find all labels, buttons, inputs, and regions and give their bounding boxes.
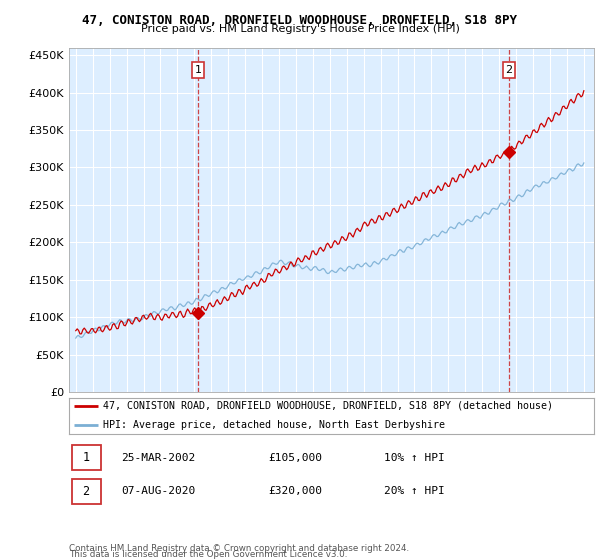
Text: 2: 2 — [83, 485, 89, 498]
Text: 10% ↑ HPI: 10% ↑ HPI — [384, 453, 445, 463]
Text: £105,000: £105,000 — [269, 453, 323, 463]
Text: 07-AUG-2020: 07-AUG-2020 — [121, 487, 196, 496]
Bar — [71, 446, 101, 470]
Text: 20% ↑ HPI: 20% ↑ HPI — [384, 487, 445, 496]
Text: Contains HM Land Registry data © Crown copyright and database right 2024.: Contains HM Land Registry data © Crown c… — [69, 544, 409, 553]
Text: 2: 2 — [505, 65, 512, 75]
Text: 25-MAR-2002: 25-MAR-2002 — [121, 453, 196, 463]
Text: 47, CONISTON ROAD, DRONFIELD WOODHOUSE, DRONFIELD, S18 8PY: 47, CONISTON ROAD, DRONFIELD WOODHOUSE, … — [83, 14, 517, 27]
Text: Price paid vs. HM Land Registry's House Price Index (HPI): Price paid vs. HM Land Registry's House … — [140, 24, 460, 34]
Text: HPI: Average price, detached house, North East Derbyshire: HPI: Average price, detached house, Nort… — [103, 420, 445, 430]
Text: £320,000: £320,000 — [269, 487, 323, 496]
Text: 1: 1 — [83, 451, 89, 464]
Bar — [71, 479, 101, 504]
Text: This data is licensed under the Open Government Licence v3.0.: This data is licensed under the Open Gov… — [69, 550, 347, 559]
Text: 47, CONISTON ROAD, DRONFIELD WOODHOUSE, DRONFIELD, S18 8PY (detached house): 47, CONISTON ROAD, DRONFIELD WOODHOUSE, … — [103, 400, 553, 410]
Text: 1: 1 — [194, 65, 202, 75]
